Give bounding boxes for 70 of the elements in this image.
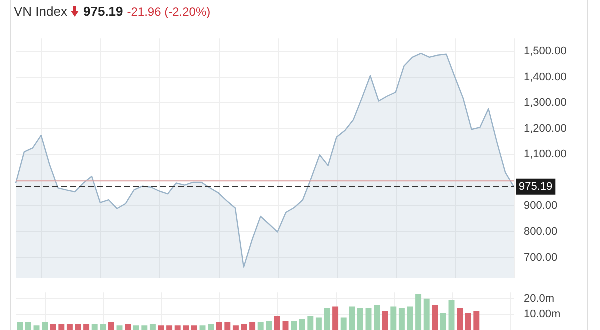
- y-tick-label: 1,400.00: [524, 71, 567, 84]
- text: 975.19: [83, 4, 124, 19]
- bar: [382, 312, 388, 330]
- bar: [241, 324, 248, 330]
- bar: [440, 313, 446, 330]
- bar: [316, 318, 322, 330]
- bar: [324, 308, 330, 330]
- bar: [224, 322, 231, 330]
- bar: [250, 322, 256, 330]
- bar: [100, 324, 106, 330]
- bar: [432, 305, 438, 330]
- bar: [407, 306, 414, 330]
- bar: [174, 326, 181, 330]
- bar: [58, 324, 65, 330]
- bar: [191, 326, 198, 330]
- bar: [166, 326, 173, 330]
- bar: [465, 313, 472, 330]
- bar: [75, 324, 82, 330]
- text: -21.96 (-2.20%): [127, 4, 211, 18]
- bar: [125, 324, 132, 330]
- bar: [208, 324, 214, 330]
- bar: [291, 320, 298, 330]
- bar: [357, 308, 364, 330]
- y-tick-label: 1,200.00: [524, 122, 567, 135]
- bar: [374, 305, 380, 330]
- bar: [457, 308, 464, 330]
- bar: [133, 326, 140, 330]
- bar: [299, 319, 306, 330]
- y-tick-label: 900.00: [524, 200, 558, 212]
- bar: [424, 298, 430, 330]
- bar: [66, 324, 73, 330]
- chart-title: VN Index: [14, 4, 68, 19]
- bar: [108, 322, 114, 330]
- bar: [349, 306, 356, 330]
- bar: [308, 316, 314, 330]
- bar: [200, 326, 206, 330]
- y-tick-label: 1,300.00: [524, 97, 567, 110]
- bar: [474, 312, 480, 330]
- bar: [398, 308, 405, 330]
- bar: [282, 320, 289, 330]
- bar: [92, 324, 98, 330]
- bar: [116, 326, 123, 330]
- bar: [366, 308, 372, 330]
- bar: [150, 324, 156, 330]
- bar: [274, 316, 280, 330]
- bar: [232, 326, 239, 330]
- bar: [42, 322, 48, 330]
- bar: [17, 322, 24, 330]
- y-tick-label: 1,500.00: [524, 46, 567, 58]
- y-tick-label: 800.00: [524, 226, 558, 238]
- bar: [340, 318, 347, 330]
- bar: [183, 326, 190, 330]
- y-tick-label: 1,100.00: [524, 148, 567, 161]
- bar: [448, 300, 455, 330]
- bar: [142, 326, 148, 330]
- bar: [84, 324, 90, 330]
- y-tick-label: 20.0m: [524, 292, 555, 305]
- bar: [25, 322, 32, 330]
- y-tick-label: 10.00m: [524, 308, 561, 321]
- bar: [50, 324, 56, 330]
- y-tick-label: 700.00: [524, 252, 558, 264]
- bar: [216, 322, 222, 330]
- bar: [332, 306, 339, 330]
- bar: [158, 326, 164, 330]
- ref-line-label: 975.19: [519, 180, 553, 193]
- bar: [258, 322, 264, 330]
- bar: [390, 306, 397, 330]
- bar: [416, 294, 422, 330]
- bar: [34, 326, 40, 330]
- bar: [266, 320, 272, 330]
